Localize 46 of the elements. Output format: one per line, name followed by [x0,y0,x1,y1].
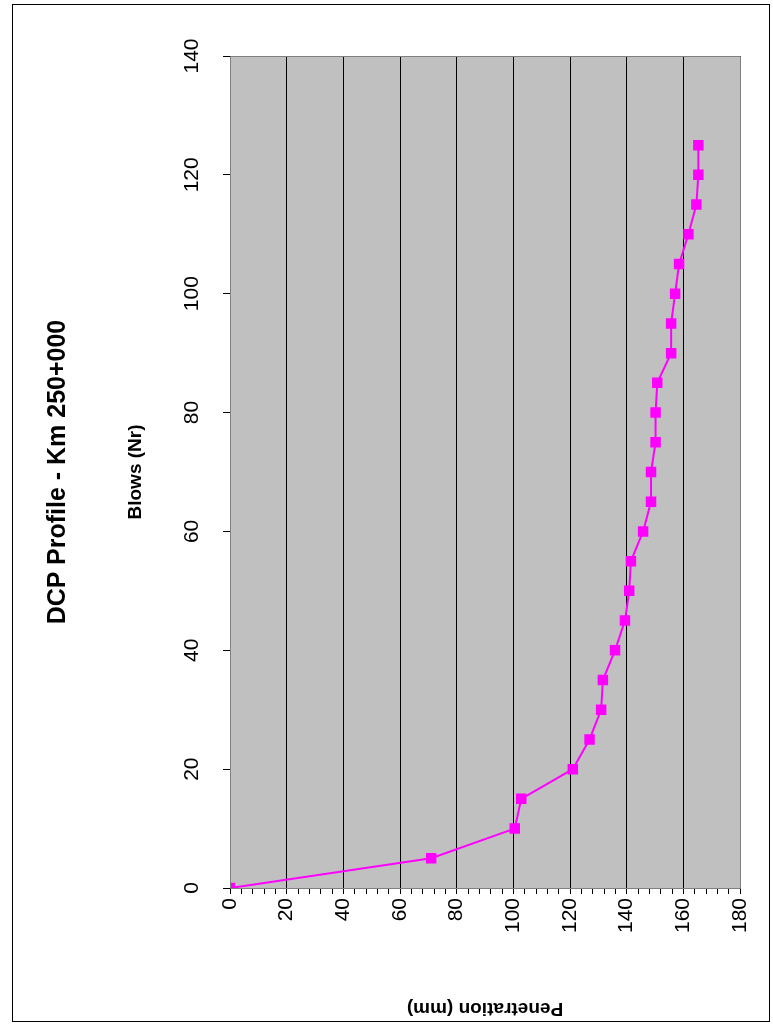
y-tick-label: 40 [178,638,202,662]
y-tick-label: 60 [178,519,202,544]
point [425,853,437,864]
point [673,258,685,270]
y-tick-label: 100 [178,276,202,312]
point [693,139,704,151]
y-tick-label: 80 [178,400,202,425]
point [637,526,649,537]
point [584,734,595,745]
point [645,496,657,507]
x-tick-label: 140 [613,898,637,934]
point [567,763,579,775]
text: DCP Profile - Km 250+000 [41,319,70,625]
x-tick-label: 80 [443,898,467,922]
point [650,407,661,418]
point [509,823,520,834]
point [625,555,637,567]
y-tick-label: 20 [178,757,202,781]
point [669,288,681,299]
x-tick-label: 60 [386,898,410,922]
x-tick-label: 100 [500,898,524,934]
x-tick-label: 180 [726,898,750,934]
point [516,793,527,805]
x-tick-label: 160 [670,898,694,934]
point [665,347,677,359]
x-tick-label: 20 [273,898,297,922]
point [652,377,663,389]
x-tick-label: 120 [556,898,580,934]
point [595,704,607,715]
point [645,466,657,478]
y-tick-label: 0 [178,882,202,894]
point [691,199,702,210]
x-axis-title: Penetration (mm) [406,998,564,1020]
x-tick-label: 40 [330,898,354,922]
y-tick-label: 140 [178,38,202,74]
x-tick-label: 0 [216,898,240,910]
point [619,615,631,626]
point [597,674,609,686]
point [623,585,635,597]
y-axis-title: Blows (Nr) [123,424,145,520]
point [683,229,694,240]
point [650,437,661,448]
y-tick-label: 120 [178,157,202,193]
point [693,169,704,181]
point [665,318,677,329]
point [609,645,621,656]
